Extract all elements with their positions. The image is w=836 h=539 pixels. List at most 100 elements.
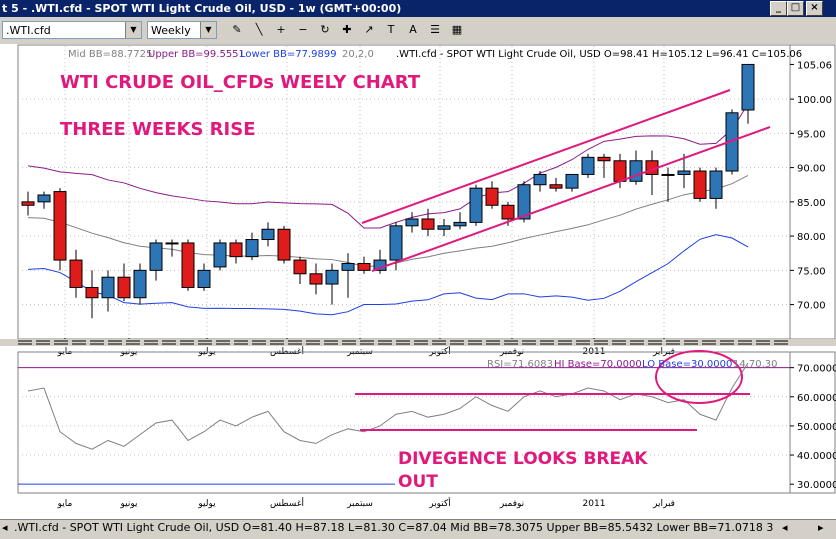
status-text: .WTI.cfd - SPOT WTI Light Crude Oil, USD… <box>14 521 774 534</box>
price-axis <box>789 44 836 340</box>
price-axis-label: 75.00 <box>797 266 826 277</box>
price-axis-label: 105.06 <box>797 60 832 71</box>
candle-body <box>85 286 99 299</box>
pencil-icon[interactable]: ✎ <box>232 23 242 36</box>
candle-body <box>21 201 35 206</box>
zoom-out-icon[interactable]: − <box>298 23 308 36</box>
bb-lower-line <box>27 234 749 316</box>
rsi-xaxis-label: أغسطس <box>270 497 304 509</box>
chart-area[interactable]: 105.06 100.00 95.00 90.00 85.00 80.00 75.00 70.… <box>0 44 836 535</box>
chart-annotation-title: WTI CRUDE OIL_CFDs WEELY CHART <box>60 72 421 93</box>
status-scroll-right-icon[interactable]: ▸ <box>818 521 824 534</box>
rsi-xaxis-label: سبتمبر <box>346 499 373 509</box>
title-bar: t 5 - .WTI.cfd - SPOT WTI Light Crude Oi… <box>0 0 836 17</box>
window-title: t 5 - .WTI.cfd - SPOT WTI Light Crude Oi… <box>2 2 402 15</box>
candle-body <box>165 242 179 245</box>
ohlc-legend: .WTI.cfd - SPOT WTI Light Crude Oil, USD… <box>396 49 802 60</box>
zoom-in-icon[interactable]: + <box>276 23 286 36</box>
candle-body <box>501 204 515 220</box>
rsi-xaxis-label: مايو <box>57 499 73 509</box>
candle-body <box>693 170 707 199</box>
candle-body <box>421 218 435 230</box>
candle-body <box>213 242 227 268</box>
toolbar: .WTI.cfd ▼ Weekly ▼ ✎ ╲ + − ↻ ✚ ↗ T A ☰ ▦ <box>0 17 836 45</box>
price-axis-label: 70.00 <box>797 301 826 312</box>
candle-body <box>277 228 291 261</box>
rsi-legend-params: 14,70,30 <box>733 359 778 370</box>
candle-body <box>389 225 403 261</box>
candle-body <box>133 269 147 299</box>
price-chart[interactable]: 105.06 100.00 95.00 90.00 85.00 80.00 75.00 70.… <box>0 44 836 535</box>
status-bar: ◂ .WTI.cfd - SPOT WTI Light Crude Oil, U… <box>0 519 836 536</box>
close-button[interactable]: × <box>806 1 823 16</box>
status-scroll-left-icon-2[interactable]: ◂ <box>782 521 788 534</box>
candle-body <box>341 263 355 271</box>
rsi-annotation-line2: OUT <box>398 472 438 492</box>
breakout-highlight-ellipse <box>655 350 743 404</box>
candle-body <box>357 263 371 271</box>
list-icon[interactable]: ☰ <box>430 23 440 36</box>
candle-body <box>101 276 115 299</box>
candle-body <box>309 273 323 285</box>
rsi-legend-hi: HI Base=70.0000 <box>554 359 642 370</box>
symbol-select-value: .WTI.cfd <box>6 24 51 37</box>
price-axis-label: 95.00 <box>797 129 826 140</box>
candle-body <box>181 242 195 288</box>
maximize-button[interactable]: □ <box>787 1 804 16</box>
candle-body <box>661 173 675 176</box>
symbol-select[interactable]: .WTI.cfd ▼ <box>2 21 142 39</box>
rsi-axis-label: 30.0000 <box>797 480 836 491</box>
rsi-axis-label: 60.0000 <box>797 393 836 404</box>
rsi-xaxis-label: يونيو <box>119 499 138 509</box>
rsi-xaxis-label: فبراير <box>652 499 675 509</box>
candle-body <box>325 269 339 285</box>
price-axis-label: 85.00 <box>797 198 826 209</box>
candle-body <box>197 269 211 288</box>
candle-body <box>677 170 691 175</box>
candle-body <box>613 160 627 182</box>
candle-body <box>405 218 419 227</box>
candle-body <box>245 239 259 258</box>
chevron-down-icon[interactable]: ▼ <box>200 22 216 38</box>
candle-body <box>69 259 83 288</box>
refresh-icon[interactable]: ↻ <box>320 23 330 36</box>
rsi-xaxis-label: أكتوبر <box>428 497 451 509</box>
bb-legend-mid: Mid BB=88.7725 <box>68 49 152 60</box>
candle-body <box>293 259 307 275</box>
upper-trend-line <box>361 89 731 224</box>
bb-upper-line <box>27 103 749 229</box>
rsi-legend-lo: LO Base=30.0000 <box>642 359 732 370</box>
price-axis-label: 90.00 <box>797 164 826 175</box>
chevron-down-icon[interactable]: ▼ <box>125 22 141 38</box>
candle-body <box>437 225 451 230</box>
candle-body <box>581 156 595 175</box>
candle-body <box>517 184 531 220</box>
grid-icon[interactable]: ▦ <box>451 23 463 36</box>
candle-body <box>117 276 131 299</box>
price-axis-label: 100.00 <box>797 95 832 106</box>
candle-body <box>149 242 163 271</box>
bb-legend-params: 20,2,0 <box>342 49 374 60</box>
text-icon[interactable]: T <box>387 23 395 36</box>
crosshair-icon[interactable]: ✚ <box>342 23 352 36</box>
candle-body <box>53 191 67 261</box>
status-scroll-left-icon[interactable]: ◂ <box>2 521 8 534</box>
candle-body <box>453 221 467 227</box>
bb-legend-lower: Lower BB=77.9899 <box>240 49 337 60</box>
price-xaxis-label: أكتوبر <box>428 345 451 357</box>
line-icon[interactable]: ╲ <box>255 23 263 36</box>
candle-body <box>549 184 563 189</box>
lower-trend-line <box>371 126 771 272</box>
label-icon[interactable]: A <box>409 23 417 36</box>
rsi-legend-value: RSI=71.6083 <box>487 359 553 370</box>
minimize-button[interactable]: _ <box>770 1 787 16</box>
rsi-axis-label: 70.0000 <box>797 364 836 375</box>
period-select[interactable]: Weekly ▼ <box>147 21 217 39</box>
price-axis-label: 80.00 <box>797 232 826 243</box>
candle-body <box>37 194 51 203</box>
candle-body <box>629 160 643 182</box>
arrow-icon[interactable]: ↗ <box>364 23 374 36</box>
candle-body <box>709 170 723 199</box>
bb-legend-upper: Upper BB=99.5551 <box>148 49 245 60</box>
candle-body <box>469 187 483 223</box>
